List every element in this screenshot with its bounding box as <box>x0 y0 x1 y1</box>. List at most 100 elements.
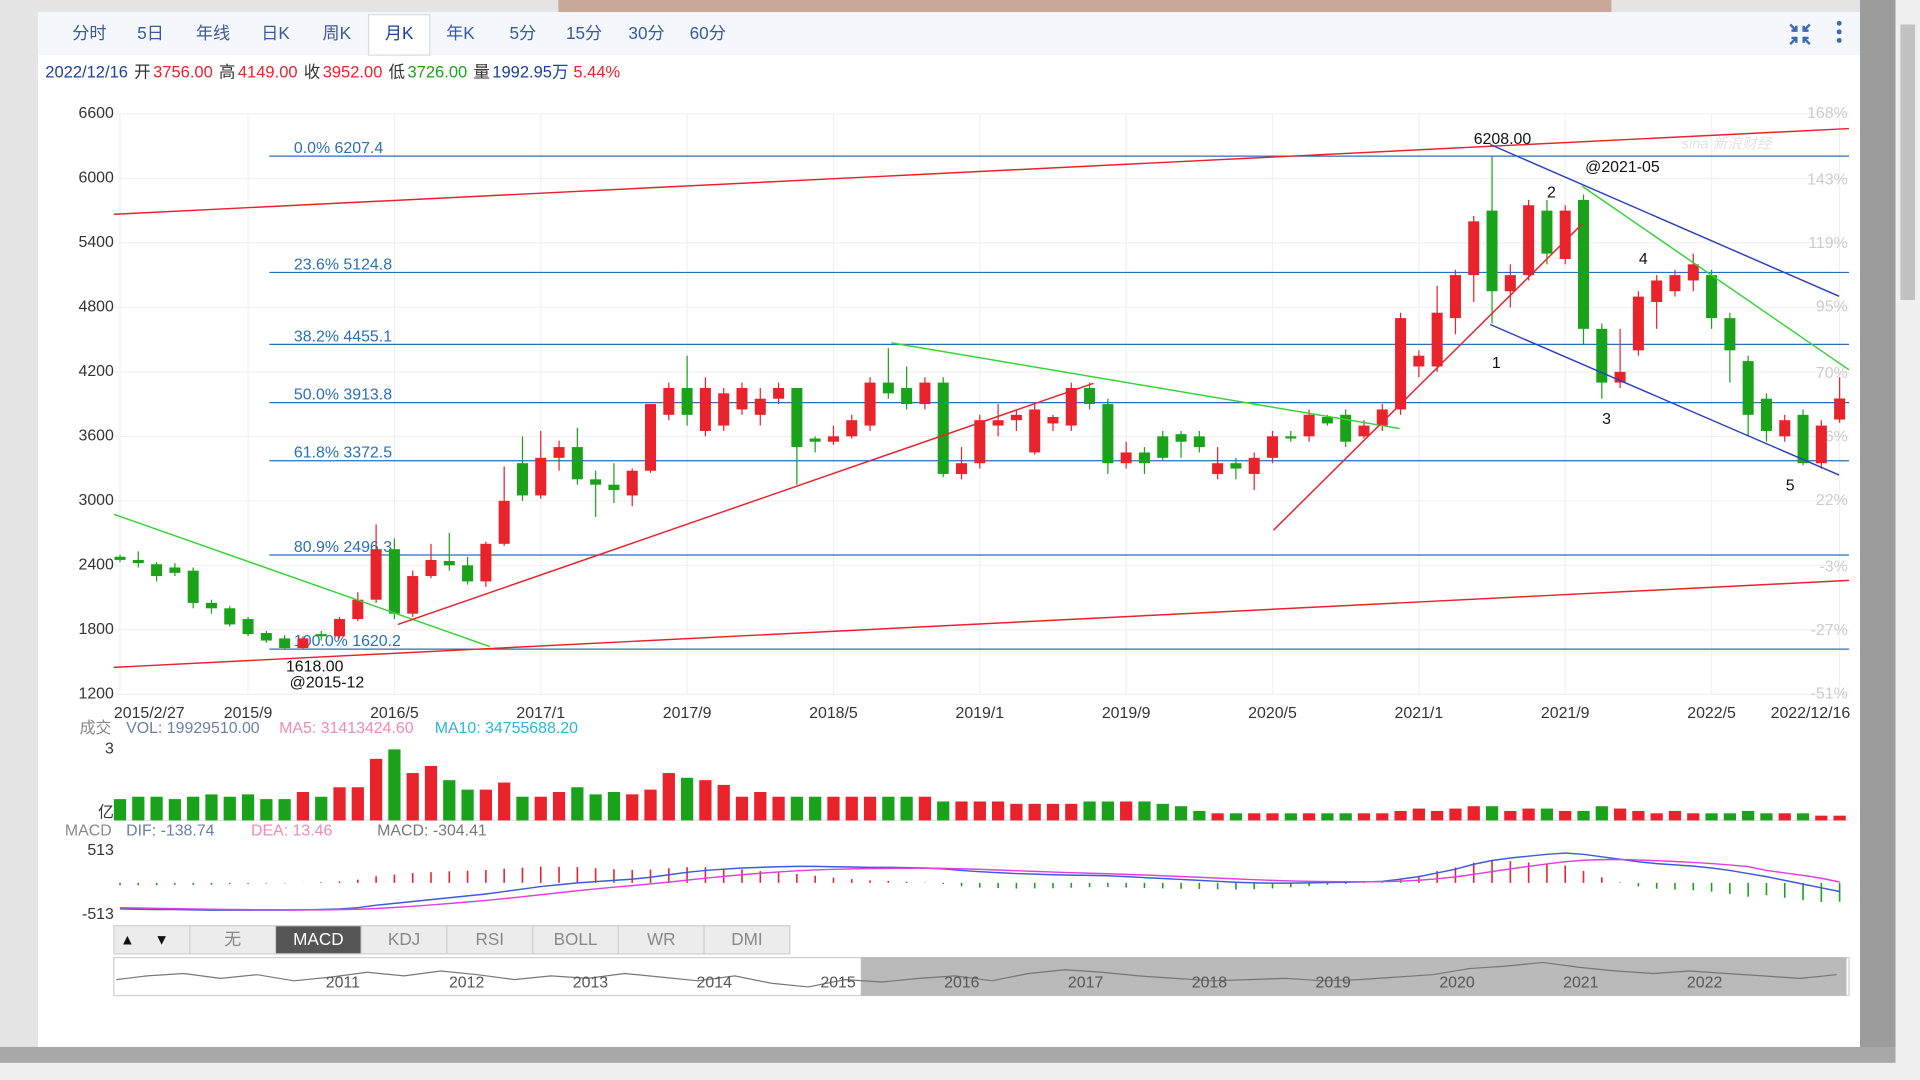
volume-bar <box>717 784 730 821</box>
y2-tick-label: 70% <box>1816 365 1848 382</box>
quote-field: 2022/12/16 <box>45 63 128 82</box>
tab[interactable]: 周K <box>322 23 351 43</box>
volume-bar <box>1083 801 1096 821</box>
tab[interactable]: 60分 <box>690 23 726 43</box>
tab[interactable]: 分时 <box>72 23 106 43</box>
y-tick-label: 6600 <box>78 105 114 122</box>
candle-body <box>1358 425 1370 437</box>
tab[interactable]: 15分 <box>566 23 602 43</box>
v-scroll-thumb[interactable] <box>1900 24 1916 300</box>
x-tick-label: 2016/5 <box>370 705 419 722</box>
indicator-tab-bg[interactable] <box>189 925 277 955</box>
fib-label: 80.9% 2496.3 <box>294 539 392 556</box>
x-tick-label: 2019/9 <box>1102 705 1151 722</box>
y2-tick-label: 119% <box>1808 235 1848 252</box>
x-tick-label: 2021/9 <box>1541 705 1590 722</box>
trend-line <box>1272 223 1583 531</box>
candle-body <box>1047 416 1059 424</box>
trend-line <box>397 382 1094 626</box>
volume-bar <box>918 796 932 821</box>
indicator-tab[interactable]: BOLL <box>554 929 598 949</box>
tab[interactable]: 年K <box>446 23 475 43</box>
candle-body <box>992 420 1004 426</box>
indicator-tab-bg[interactable] <box>532 925 619 955</box>
y2-tick-label: 95% <box>1816 299 1848 316</box>
indicator-tab-bg[interactable] <box>703 925 791 955</box>
fib-label: 50.0% 3913.8 <box>294 386 392 403</box>
volume-bar <box>937 801 950 821</box>
candle-body <box>754 398 766 415</box>
indicator-tab[interactable]: RSI <box>476 929 505 949</box>
indicator-tab[interactable]: DMI <box>731 929 762 949</box>
indicator-tab[interactable]: KDJ <box>388 929 420 949</box>
candle-body <box>1267 436 1279 458</box>
volume-bar <box>1796 813 1810 821</box>
volume-bar <box>552 792 566 821</box>
indicator-tab-bg[interactable] <box>274 925 362 955</box>
quote-field: 3726.00 <box>407 63 467 82</box>
volume-bar <box>1394 810 1407 821</box>
h-scrollbar[interactable] <box>0 1062 1896 1080</box>
candle-body <box>553 447 565 458</box>
indicator-tab[interactable]: WR <box>647 929 676 949</box>
volume-bar <box>1687 813 1700 821</box>
x-tick-label: 2015/2/27 <box>114 705 185 722</box>
arrow-button[interactable]: ▲ <box>120 932 135 948</box>
trend-line <box>1581 185 1850 371</box>
tab[interactable]: 月K <box>385 23 414 43</box>
volume-bar <box>754 792 767 821</box>
volume-bar <box>351 787 364 821</box>
volume-bar <box>296 792 310 821</box>
y-tick-label: -513 <box>82 906 114 923</box>
volume-bar <box>809 796 822 821</box>
tab[interactable]: 30分 <box>628 23 664 43</box>
candle-body <box>407 576 419 614</box>
volume-bar <box>498 782 511 821</box>
fullscreen-icon[interactable] <box>1789 23 1811 45</box>
quote-field: 3756.00 <box>153 63 213 82</box>
indicator-tab-bg[interactable] <box>617 925 705 955</box>
indicator-tab[interactable]: MACD <box>293 929 343 949</box>
x-tick-label: 2017/1 <box>516 705 565 722</box>
x-tick-label: 2019/1 <box>955 705 1004 722</box>
candle-body <box>827 436 839 442</box>
indicator-tab-bg[interactable] <box>446 925 534 955</box>
menu-icon[interactable] <box>1836 20 1842 43</box>
trend-line <box>113 579 1850 669</box>
legend-entry: DEA: 13.46 <box>251 823 333 840</box>
volume-bar <box>1101 801 1114 821</box>
candle-body <box>1157 436 1169 458</box>
volume-bar <box>461 789 474 821</box>
navigator-year: 2017 <box>1068 974 1104 991</box>
tab[interactable]: 年线 <box>196 23 230 43</box>
volume-bar <box>1229 813 1243 821</box>
volume-bar <box>882 796 895 821</box>
annotation: 4 <box>1639 251 1648 268</box>
fib-label: 23.6% 5124.8 <box>294 256 392 273</box>
icon-path <box>1789 23 1811 45</box>
x-tick-label: 2018/5 <box>809 705 858 722</box>
tab[interactable]: 5分 <box>510 23 537 43</box>
volume-bar <box>1504 810 1517 821</box>
volume-bar <box>406 773 419 821</box>
y-tick-label: 3000 <box>78 492 114 509</box>
candle-body <box>297 638 309 649</box>
volume-bar <box>1577 810 1590 821</box>
tab[interactable]: 5日 <box>137 23 164 43</box>
candle-body <box>205 602 217 609</box>
candle-body <box>1449 275 1461 319</box>
navigator-selection[interactable] <box>860 957 1847 996</box>
candle-body <box>1541 210 1553 254</box>
dot <box>1836 37 1842 43</box>
volume-bar <box>644 789 657 821</box>
candle-body <box>809 438 821 442</box>
tab[interactable]: 日K <box>261 23 290 43</box>
candle-body <box>1376 409 1388 426</box>
volume-bar <box>132 796 145 821</box>
arrow-button[interactable]: ▼ <box>154 932 169 948</box>
candle-body <box>846 420 858 437</box>
annotation: 1 <box>1492 355 1501 372</box>
candle-body <box>1029 409 1041 453</box>
volume-bar <box>1138 801 1151 821</box>
indicator-tab[interactable]: 无 <box>224 929 241 949</box>
